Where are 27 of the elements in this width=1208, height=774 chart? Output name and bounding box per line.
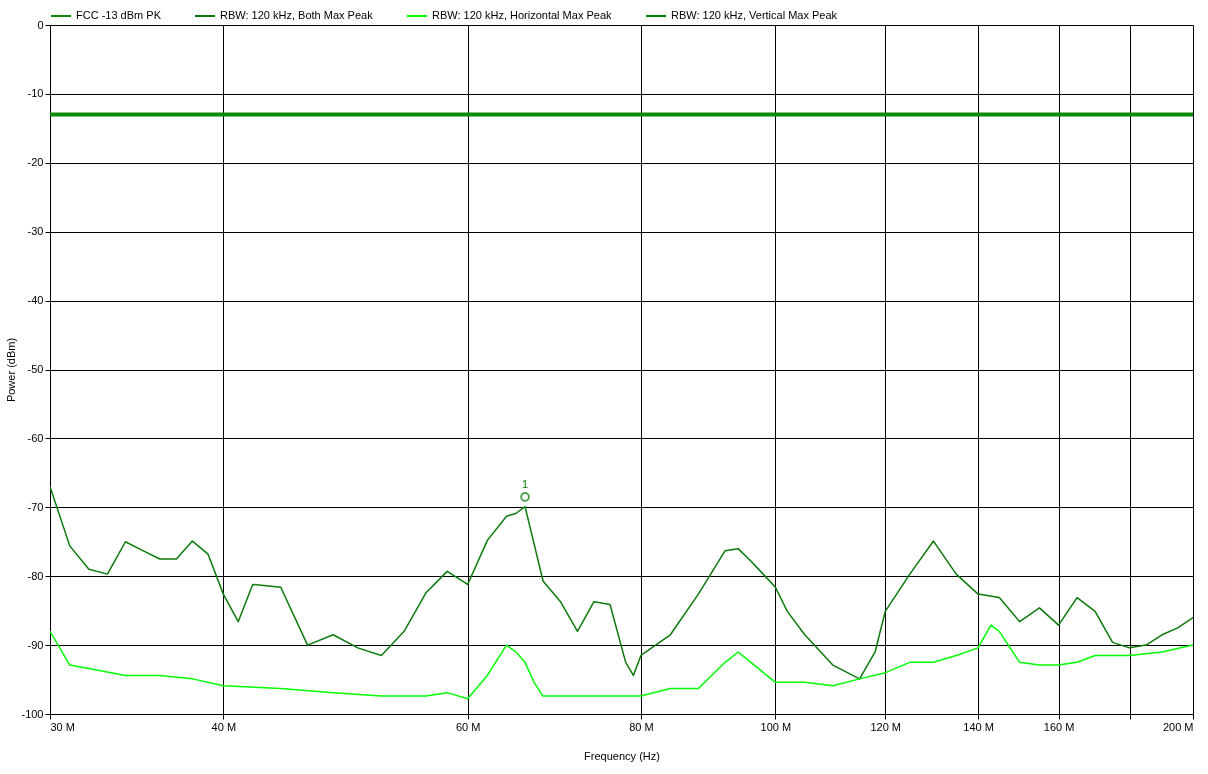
- x-tick-label: 60 M: [455, 720, 481, 733]
- y-tick-label: -90: [27, 638, 44, 651]
- x-tick-label: 120 M: [870, 720, 902, 733]
- legend-label: RBW: 120 kHz, Both Max Peak: [220, 9, 374, 21]
- y-tick-label: -40: [27, 294, 44, 307]
- x-tick-label: 100 M: [760, 720, 792, 733]
- y-tick-label: -50: [27, 363, 44, 375]
- x-tick-label: 40 M: [211, 720, 237, 733]
- x-tick-label: 30 M: [50, 720, 75, 733]
- y-tick-label: -10: [27, 87, 44, 100]
- y-axis-title: Power (dBm): [5, 337, 18, 403]
- y-tick-label: -80: [27, 569, 44, 582]
- y-tick-label: -60: [27, 431, 44, 444]
- x-tick-label: 80 M: [629, 720, 654, 733]
- y-tick-label: 0: [37, 18, 44, 31]
- y-tick-label: -20: [27, 156, 44, 169]
- legend-label: RBW: 120 kHz, Horizontal Max Peak: [432, 9, 613, 21]
- legend-label: RBW: 120 kHz, Vertical Max Peak: [671, 9, 838, 21]
- annotation: 1: [521, 477, 529, 490]
- x-tick-label: 160 M: [1043, 720, 1075, 733]
- x-axis-title: Frequency (Hz): [584, 749, 660, 762]
- legend-label: FCC -13 dBm PK: [76, 9, 162, 21]
- x-tick-label: 140 M: [963, 720, 994, 733]
- y-tick-label: -100: [21, 707, 44, 720]
- y-tick-label: -30: [27, 225, 44, 238]
- y-tick-label: -70: [27, 500, 44, 513]
- x-tick-label: 200 M: [1162, 720, 1194, 733]
